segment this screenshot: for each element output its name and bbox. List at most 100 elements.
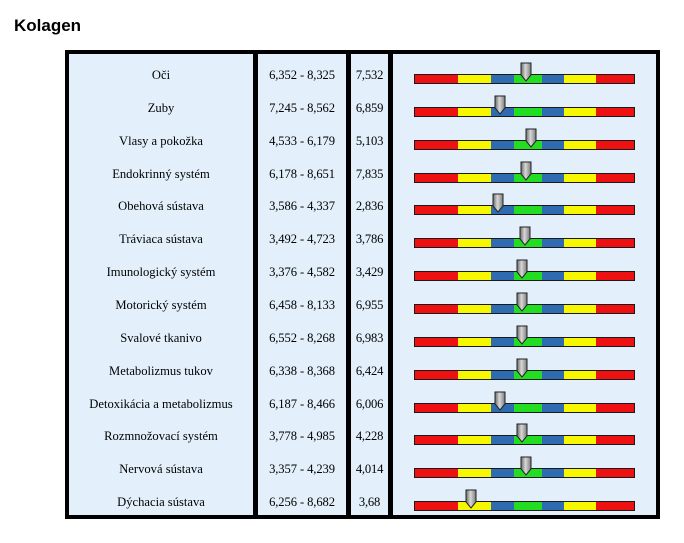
gauge-segment <box>564 272 596 281</box>
gauge-segment <box>514 304 542 313</box>
gauge-segment <box>564 173 596 182</box>
gauge-segment <box>415 436 458 445</box>
gauge-segment <box>564 370 596 379</box>
row-value: 3,786 <box>355 232 384 247</box>
gauge-segment <box>415 469 458 478</box>
gauge-segment <box>596 173 634 182</box>
gauge-segment <box>542 337 564 346</box>
gauge-segment <box>415 173 458 182</box>
gauge-marker-icon <box>492 193 504 214</box>
gauge-segment <box>514 502 542 511</box>
row-name: Obehová sústava <box>118 199 204 214</box>
row-gauge <box>393 420 656 453</box>
row-range: 6,458 - 8,133 <box>269 297 335 312</box>
gauge-segment <box>491 304 514 313</box>
row-range: 6,187 - 8,466 <box>269 396 335 411</box>
row-gauge <box>393 256 656 289</box>
row-name: Zuby <box>147 100 175 115</box>
gauge-segment <box>514 436 542 445</box>
row-name: Tráviaca sústava <box>119 232 203 247</box>
gauge-segment <box>514 140 542 149</box>
row-value: 6,859 <box>355 100 384 115</box>
gauge-marker-icon <box>516 358 528 378</box>
gauge-segment <box>596 239 634 248</box>
gauge-segment <box>596 403 634 412</box>
gauge-segment <box>596 75 634 83</box>
gauge-segment <box>596 502 634 511</box>
gauge-segment <box>415 272 458 281</box>
gauge-segment <box>564 436 596 445</box>
row-range: 6,352 - 8,325 <box>269 68 335 82</box>
row-gauge <box>393 125 656 158</box>
row-value: 7,835 <box>355 166 384 181</box>
row-name: Rozmnožovací systém <box>104 429 218 444</box>
row-value: 6,955 <box>355 297 384 312</box>
gauge-marker-icon <box>516 423 528 444</box>
row-range: 3,357 - 4,239 <box>269 462 335 477</box>
row-name: Dýchacia sústava <box>117 495 205 510</box>
row-gauge <box>393 486 656 519</box>
column-name: Oči Zuby Vlasy a pokožka Endokrinný systém O… <box>69 54 253 515</box>
gauge-segment <box>458 502 491 511</box>
gauge-segment <box>542 304 564 313</box>
gauge-segment <box>596 272 634 281</box>
gauge-bar <box>414 106 635 117</box>
row-gauge <box>393 322 656 355</box>
gauge-segment <box>458 337 491 346</box>
gauge-segment <box>491 272 514 281</box>
gauge-bar <box>414 402 635 413</box>
row-range: 7,245 - 8,562 <box>269 100 335 115</box>
gauge-segment <box>491 173 514 182</box>
row-name: Oči <box>151 68 171 82</box>
row-range: 3,778 - 4,985 <box>269 429 335 444</box>
gauge-segment <box>596 304 634 313</box>
gauge-marker-icon <box>465 489 477 509</box>
gauge-segment <box>542 502 564 511</box>
gauge-segment <box>514 107 542 116</box>
gauge-segment <box>564 75 596 83</box>
gauge-segment <box>564 337 596 346</box>
gauge-segment <box>491 469 514 478</box>
gauge-segment <box>596 337 634 346</box>
row-value: 4,014 <box>355 462 384 477</box>
gauge-marker-icon <box>516 325 528 345</box>
gauge-segment <box>458 304 491 313</box>
row-value: 6,983 <box>355 330 384 345</box>
gauge-segment <box>542 469 564 478</box>
gauge-segment <box>514 75 542 83</box>
gauge-segment <box>458 239 491 248</box>
gauge-segment <box>415 304 458 313</box>
gauge-segment <box>491 140 514 149</box>
row-gauge <box>393 223 656 256</box>
row-value: 5,103 <box>355 133 384 148</box>
row-range: 6,552 - 8,268 <box>269 330 335 345</box>
gauge-segment <box>596 436 634 445</box>
row-name: Vlasy a pokožka <box>119 133 203 148</box>
gauge-marker-icon <box>494 391 506 411</box>
gauge-segment <box>542 239 564 248</box>
gauge-segment <box>564 107 596 116</box>
gauge-segment <box>514 403 542 412</box>
row-name: Endokrinný systém <box>112 166 210 181</box>
gauge-segment <box>596 469 634 478</box>
gauge-segment <box>564 502 596 511</box>
gauge-segment <box>491 75 514 83</box>
gauge-segment <box>542 140 564 149</box>
gauge-segment <box>564 140 596 149</box>
gauge-segment <box>415 337 458 346</box>
row-gauge <box>393 59 656 92</box>
gauge-segment <box>458 140 491 149</box>
row-value: 3,68 <box>358 495 381 510</box>
gauge-segment <box>564 304 596 313</box>
gauge-segment <box>415 403 458 412</box>
gauge-segment <box>415 502 458 511</box>
row-gauge <box>393 453 656 486</box>
gauge-segment <box>458 370 491 379</box>
gauge-marker-icon <box>494 95 506 115</box>
gauge-segment <box>542 403 564 412</box>
page-title: Kolagen <box>14 16 82 35</box>
gauge-segment <box>491 206 514 215</box>
row-gauge <box>393 190 656 223</box>
gauge-segment <box>564 239 596 248</box>
gauge-marker-icon <box>519 226 530 247</box>
